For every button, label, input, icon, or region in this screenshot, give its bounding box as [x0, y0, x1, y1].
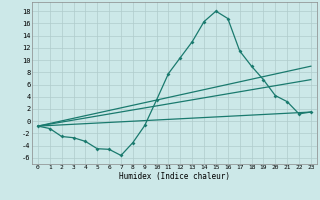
X-axis label: Humidex (Indice chaleur): Humidex (Indice chaleur): [119, 172, 230, 181]
